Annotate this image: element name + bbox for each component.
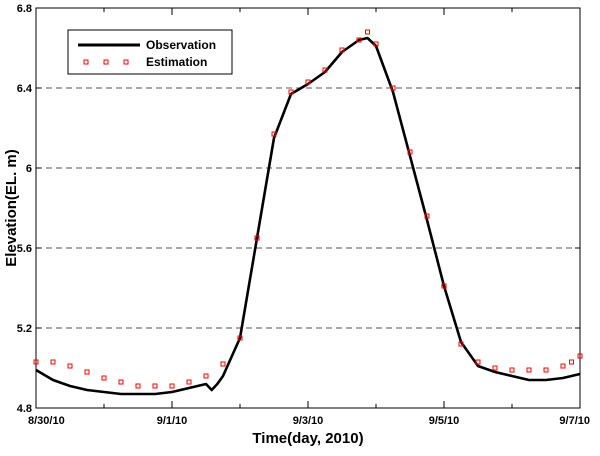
y-tick-label: 6.4: [17, 83, 33, 95]
estimation-marker: [356, 37, 362, 43]
x-tick-label: 9/3/10: [293, 415, 324, 427]
estimation-marker: [569, 359, 574, 365]
estimation-marker: [237, 335, 243, 341]
estimation-marker: [526, 367, 532, 373]
legend-estimation-label: Estimation: [146, 55, 207, 69]
estimation-marker: [543, 367, 549, 373]
legend-estimation-markers: [83, 59, 129, 65]
estimation-marker: [560, 363, 566, 369]
estimation-marker: [365, 29, 370, 35]
estimation-marker: [288, 89, 294, 95]
estimation-marker: [407, 149, 413, 155]
x-tick-label: 9/1/10: [157, 415, 188, 427]
y-tick-label: 5.6: [17, 243, 32, 255]
estimation-marker: [186, 379, 192, 385]
y-axis-title: Elevation(EL. m): [3, 149, 20, 267]
estimation-marker: [458, 341, 464, 347]
estimation-marker: [390, 85, 396, 91]
estimation-marker: [135, 383, 141, 389]
estimation-marker: [509, 367, 515, 373]
estimation-marker: [577, 353, 583, 359]
estimation-marker: [203, 373, 209, 379]
y-tick-label: 5.2: [17, 323, 32, 335]
estimation-marker: [492, 365, 498, 371]
estimation-marker: [50, 359, 56, 365]
legend-estimation-marker: [103, 59, 109, 65]
estimation-marker: [424, 213, 430, 219]
estimation-marker: [305, 79, 311, 85]
estimation-marker: [101, 375, 107, 381]
estimation-marker: [475, 359, 481, 365]
estimation-marker: [33, 359, 39, 365]
estimation-marker: [118, 379, 124, 385]
estimation-marker: [254, 235, 260, 241]
legend-estimation-marker: [123, 59, 129, 65]
x-tick-label: 9/7/10: [559, 415, 590, 427]
estimation-marker: [67, 363, 73, 369]
legend-box: [67, 29, 233, 75]
grid-layer: [36, 87, 580, 329]
estimation-marker: [152, 383, 158, 389]
x-axis-title: Time(day, 2010): [252, 430, 363, 447]
legend-estimation-marker: [83, 59, 89, 65]
observation-line: [35, 36, 581, 396]
legend: Observation Estimation: [67, 29, 233, 75]
tick-layer: [35, 7, 581, 409]
estimation-marker: [84, 369, 90, 375]
y-tick-label: 4.8: [17, 403, 32, 415]
y-tick-label: 6: [26, 163, 32, 175]
estimation-marker: [441, 283, 447, 289]
x-tick-label: 8/30/10: [28, 415, 65, 427]
plot-area: [35, 7, 581, 409]
estimation-marker: [271, 131, 277, 137]
legend-observation-label: Observation: [146, 38, 216, 52]
y-tick-label: 6.8: [17, 3, 32, 15]
estimation-marker: [220, 361, 226, 367]
estimation-marker: [169, 383, 175, 389]
series-layer: [33, 29, 583, 396]
estimation-marker: [373, 41, 379, 47]
estimation-marker: [339, 47, 345, 53]
label-layer: 4.8 5.2 5.6 6 6.4 6.8 8/30/10 9/1/10 9/3/10 9/5/1…: [17, 3, 590, 427]
x-tick-label: 9/5/10: [429, 415, 460, 427]
estimation-marker: [322, 67, 328, 73]
